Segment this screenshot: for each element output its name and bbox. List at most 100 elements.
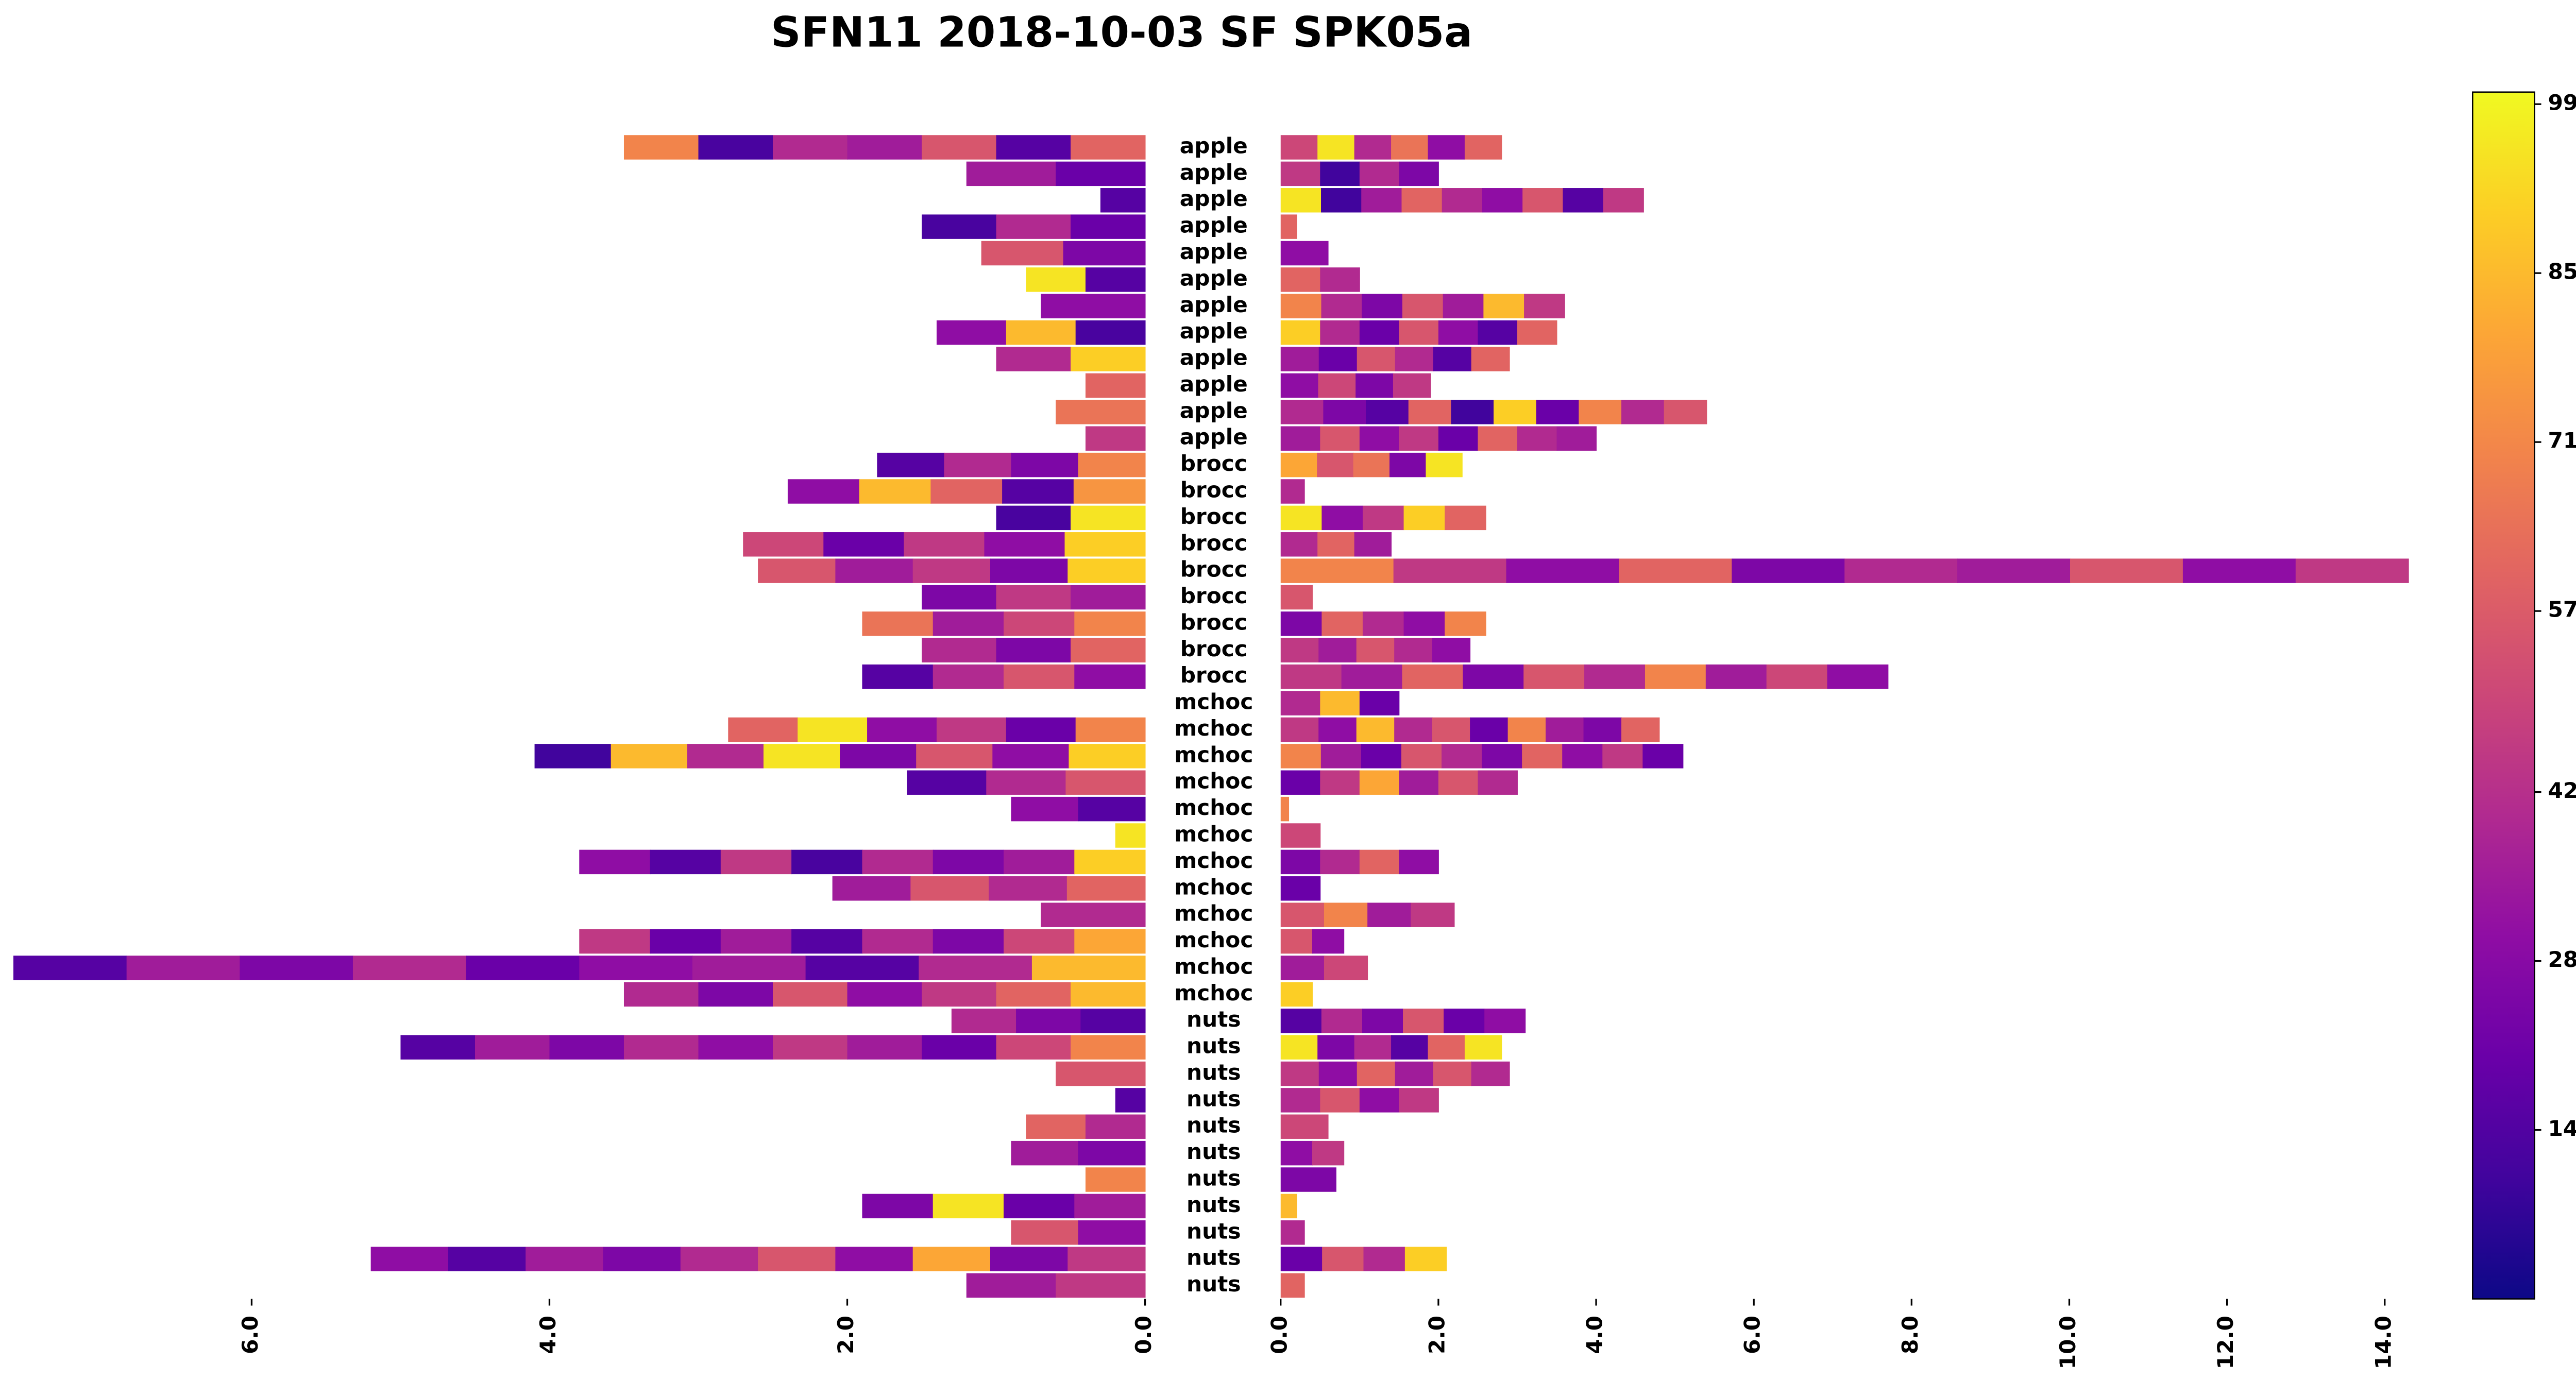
heat-cell bbox=[603, 1247, 681, 1271]
heat-cell bbox=[1482, 744, 1523, 769]
heat-cell bbox=[996, 585, 1072, 610]
heat-cell bbox=[1280, 1008, 1322, 1033]
heat-cell bbox=[1011, 452, 1079, 478]
heat-cell bbox=[1359, 849, 1400, 875]
heat-cell bbox=[1354, 532, 1392, 557]
heat-cell bbox=[1280, 452, 1318, 478]
row-label: apple bbox=[1180, 133, 1248, 158]
row-label: apple bbox=[1180, 160, 1248, 185]
heat-cell bbox=[1074, 611, 1146, 636]
heat-cell bbox=[1602, 744, 1643, 769]
row-label: apple bbox=[1180, 424, 1248, 450]
heat-cell bbox=[1085, 426, 1146, 451]
heat-cell bbox=[1442, 188, 1483, 213]
heat-cell bbox=[1562, 744, 1603, 769]
heat-cell bbox=[1320, 691, 1360, 715]
heat-cell bbox=[936, 320, 1007, 345]
heat-cell bbox=[933, 611, 1004, 636]
heat-cell bbox=[758, 1247, 836, 1271]
heat-cell bbox=[1354, 135, 1392, 160]
heat-cell bbox=[1621, 400, 1665, 424]
heat-cell bbox=[1011, 796, 1079, 822]
heat-cell bbox=[1063, 241, 1146, 266]
heat-cell bbox=[996, 135, 1072, 160]
heat-cell bbox=[1074, 849, 1146, 875]
heat-cell bbox=[1399, 770, 1439, 795]
heat-cell bbox=[1064, 532, 1146, 557]
heat-cell bbox=[579, 849, 651, 875]
heat-cell bbox=[1280, 796, 1290, 822]
heat-cell bbox=[986, 770, 1066, 795]
colorbar bbox=[2472, 91, 2535, 1300]
heat-cell bbox=[240, 956, 353, 980]
heat-cell bbox=[1402, 294, 1444, 319]
heat-cell bbox=[773, 135, 848, 160]
heat-cell bbox=[400, 1035, 476, 1060]
heat-cell bbox=[474, 1035, 550, 1060]
heat-cell bbox=[1321, 294, 1363, 319]
colorbar-tick-label: 14% bbox=[2548, 1116, 2576, 1141]
heat-cell bbox=[1318, 1061, 1358, 1086]
heat-cell bbox=[526, 1247, 604, 1271]
row-label: nuts bbox=[1187, 1113, 1241, 1138]
heat-cell bbox=[1357, 1061, 1396, 1086]
heat-cell bbox=[984, 532, 1065, 557]
heat-cell bbox=[930, 479, 1003, 504]
heat-cell bbox=[1071, 505, 1146, 531]
heat-cell bbox=[1078, 796, 1146, 822]
heat-cell bbox=[534, 744, 612, 769]
heat-cell bbox=[1619, 558, 1733, 583]
heat-cell bbox=[1320, 267, 1360, 292]
heat-cell bbox=[835, 558, 913, 583]
heat-cell bbox=[698, 1035, 773, 1060]
heat-cell bbox=[1478, 320, 1518, 345]
row-label: mchoc bbox=[1174, 927, 1253, 952]
heat-cell bbox=[1433, 347, 1472, 371]
heat-cell bbox=[798, 717, 868, 742]
x-tick-label: 6.0 bbox=[238, 1316, 263, 1354]
heat-cell bbox=[916, 744, 993, 769]
heat-cell bbox=[787, 479, 860, 504]
heat-cell bbox=[1507, 717, 1547, 742]
heat-cell bbox=[1428, 135, 1465, 160]
heat-cell bbox=[1006, 320, 1076, 345]
heat-cell bbox=[1366, 400, 1409, 424]
heat-cell bbox=[1312, 929, 1345, 954]
heat-cell bbox=[1318, 717, 1357, 742]
heat-cell bbox=[1056, 1061, 1146, 1086]
heat-cell bbox=[1356, 717, 1395, 742]
heat-cell bbox=[1404, 1247, 1447, 1271]
heat-cell bbox=[650, 849, 721, 875]
heat-cell bbox=[1100, 188, 1146, 213]
heat-cell bbox=[370, 1247, 449, 1271]
heat-cell bbox=[1399, 849, 1439, 875]
heat-cell bbox=[611, 744, 688, 769]
heat-cell bbox=[996, 1035, 1072, 1060]
heat-cell bbox=[1280, 1220, 1305, 1245]
heat-cell bbox=[1067, 1247, 1146, 1271]
heat-cell bbox=[1517, 426, 1557, 451]
heat-cell bbox=[1317, 452, 1354, 478]
heat-cell bbox=[720, 849, 792, 875]
heat-cell bbox=[1483, 294, 1525, 319]
heat-cell bbox=[2070, 558, 2183, 583]
heat-cell bbox=[996, 347, 1072, 371]
heat-cell bbox=[922, 638, 997, 663]
heat-cell bbox=[1071, 135, 1146, 160]
heat-cell bbox=[1463, 664, 1524, 689]
heat-cell bbox=[1074, 929, 1146, 954]
heat-cell bbox=[1359, 161, 1400, 186]
heat-cell bbox=[1280, 188, 1321, 213]
heat-cell bbox=[1078, 452, 1146, 478]
heat-cell bbox=[847, 135, 923, 160]
heat-cell bbox=[966, 1273, 1057, 1298]
heat-cell bbox=[1078, 1220, 1146, 1245]
row-label: nuts bbox=[1187, 1245, 1241, 1270]
heat-cell bbox=[126, 956, 241, 980]
colorbar-tick-label: 71% bbox=[2548, 428, 2576, 453]
heat-cell bbox=[1280, 241, 1329, 266]
x-tick-label: 0.0 bbox=[1266, 1316, 1292, 1354]
heat-cell bbox=[1517, 320, 1557, 345]
heat-cell bbox=[1065, 770, 1146, 795]
